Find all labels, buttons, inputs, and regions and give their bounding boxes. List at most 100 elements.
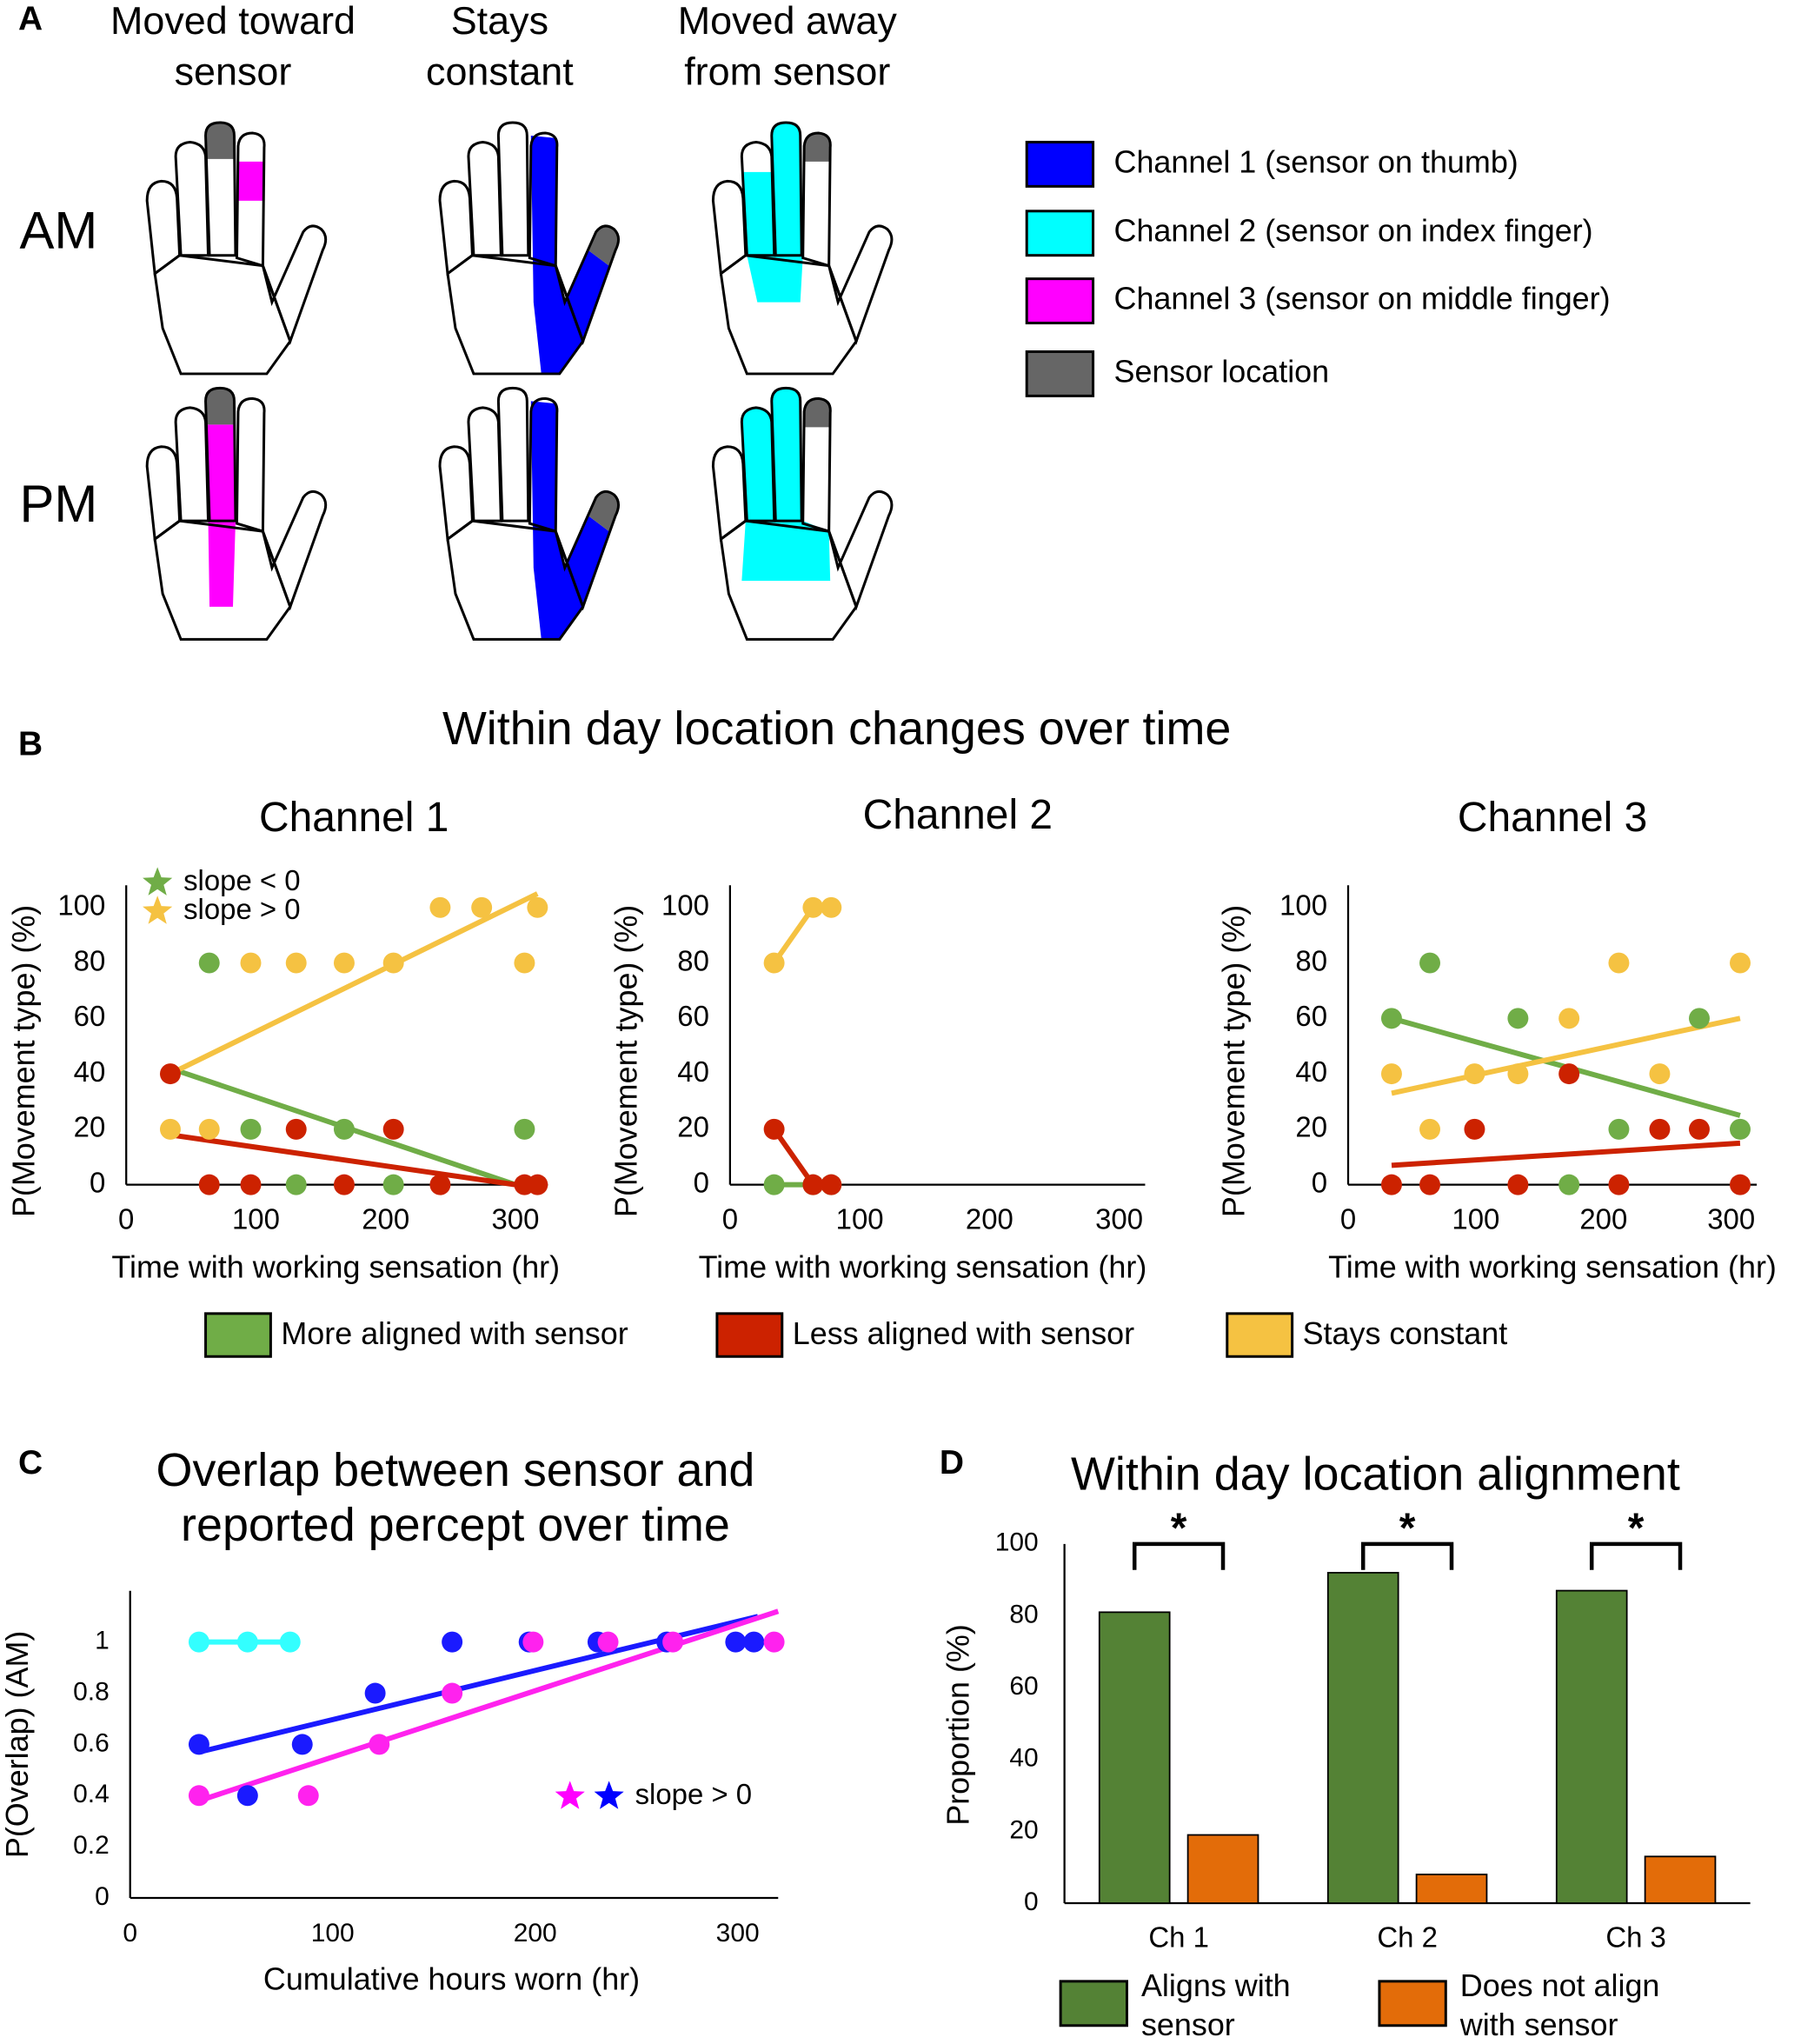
x-tick-label: 200 (362, 1202, 409, 1235)
x-tick-label: 100 (836, 1202, 884, 1235)
data-point (1649, 1063, 1671, 1085)
percept-region (588, 491, 619, 532)
y-tick-label: 100 (1279, 889, 1327, 922)
data-point (333, 952, 355, 974)
data-point (188, 1631, 209, 1653)
significance-label: * (1628, 1506, 1645, 1552)
y-tick-label: 0.6 (73, 1728, 110, 1757)
data-point (821, 896, 842, 918)
data-point (188, 1785, 209, 1807)
data-point (240, 952, 262, 974)
percept-region (205, 388, 235, 425)
column-header: Moved away (678, 0, 898, 43)
chart-title: Channel 1 (259, 795, 449, 841)
significance-bracket (1132, 1541, 1226, 1570)
panel-label: A (18, 1, 43, 38)
x-axis-label: Cumulative hours worn (hr) (263, 1961, 640, 1996)
y-tick-label: 20 (1009, 1815, 1038, 1844)
legend-label: Channel 1 (sensor on thumb) (1114, 143, 1519, 179)
x-tick-label: 200 (514, 1919, 557, 1947)
data-point (1507, 1063, 1529, 1085)
data-point (285, 1174, 307, 1195)
legend-label: Sensor location (1114, 353, 1330, 389)
y-axis-label: Proportion (%) (940, 1624, 975, 1826)
column-header: sensor (175, 49, 292, 93)
data-point (1464, 1118, 1485, 1140)
data-point (382, 952, 404, 974)
x-tick-label: 100 (311, 1919, 355, 1947)
data-point (527, 1174, 548, 1195)
data-point (743, 1631, 765, 1653)
x-tick-label: 300 (1095, 1202, 1143, 1235)
significance-bracket (1589, 1541, 1683, 1570)
x-axis-label: Time with working sensation (hr) (699, 1248, 1147, 1284)
data-point (364, 1682, 386, 1704)
y-tick-label: 80 (677, 944, 709, 976)
panel-title: Within day location changes over time (442, 702, 1231, 755)
x-tick-label: 0 (722, 1202, 738, 1235)
y-axis-label: P(Movement type) (%) (1216, 905, 1252, 1217)
y-axis-label: P(Movement type) (%) (5, 905, 41, 1217)
row-label: PM (19, 475, 97, 533)
bar (1186, 1834, 1259, 1904)
y-tick-label: 1 (95, 1627, 110, 1655)
data-point (291, 1734, 313, 1755)
x-tick-label: 0 (123, 1919, 137, 1947)
data-point (522, 1631, 544, 1653)
percept-region (530, 135, 609, 374)
data-point (1380, 1008, 1402, 1029)
y-tick-label: 20 (677, 1111, 709, 1143)
x-tick-label: Ch 2 (1377, 1921, 1438, 1954)
percept-region (804, 398, 831, 428)
significance-label: * (1171, 1506, 1187, 1552)
hand-pm-toward (145, 386, 328, 641)
data-point (763, 1174, 785, 1195)
x-axis-label: Time with working sensation (hr) (1328, 1248, 1777, 1284)
data-point (1419, 952, 1441, 974)
y-tick-label: 60 (677, 1000, 709, 1032)
x-axis-label: Time with working sensation (hr) (111, 1248, 560, 1284)
bar (1098, 1611, 1171, 1904)
bar (1415, 1874, 1488, 1904)
data-point (1419, 1118, 1441, 1140)
annotation-star (555, 1781, 585, 1809)
data-point (1380, 1063, 1402, 1085)
x-tick-label: 0 (1340, 1202, 1356, 1235)
legend-swatch (1025, 277, 1095, 325)
y-tick-label: 20 (1295, 1111, 1327, 1143)
y-tick-label: 0 (1024, 1888, 1039, 1916)
x-tick-label: 100 (232, 1202, 280, 1235)
legend-swatch (715, 1312, 784, 1358)
panel-label: D (940, 1444, 964, 1481)
chart-title: Channel 2 (863, 792, 1053, 838)
bar (1555, 1589, 1628, 1904)
trend-line (772, 1128, 832, 1188)
data-point (1558, 1008, 1580, 1029)
percept-region (237, 161, 264, 201)
legend-swatch (1025, 210, 1095, 257)
trend-line (772, 904, 832, 965)
y-tick-label: 40 (677, 1055, 709, 1088)
chart-title: reported percept over time (181, 1499, 730, 1551)
data-point (382, 1174, 404, 1195)
annotation-star (143, 895, 173, 924)
y-tick-label: 100 (57, 889, 105, 922)
legend-label: Channel 3 (sensor on middle finger) (1114, 281, 1611, 316)
legend-swatch (1025, 140, 1095, 188)
hand-pm-away (711, 386, 894, 641)
data-point (198, 1118, 220, 1140)
data-point (514, 1118, 535, 1140)
y-tick-label: 80 (1009, 1600, 1038, 1628)
chart-title: Overlap between sensor and (156, 1444, 755, 1496)
data-point (285, 952, 307, 974)
data-point (1558, 1063, 1580, 1085)
data-point (188, 1734, 209, 1755)
data-point (236, 1631, 258, 1653)
percept-region (205, 122, 235, 159)
percept-region (588, 225, 619, 266)
y-tick-label: 40 (1295, 1055, 1327, 1088)
x-tick-label: 300 (1707, 1202, 1755, 1235)
significance-label: * (1399, 1506, 1416, 1552)
data-point (1730, 1174, 1751, 1195)
